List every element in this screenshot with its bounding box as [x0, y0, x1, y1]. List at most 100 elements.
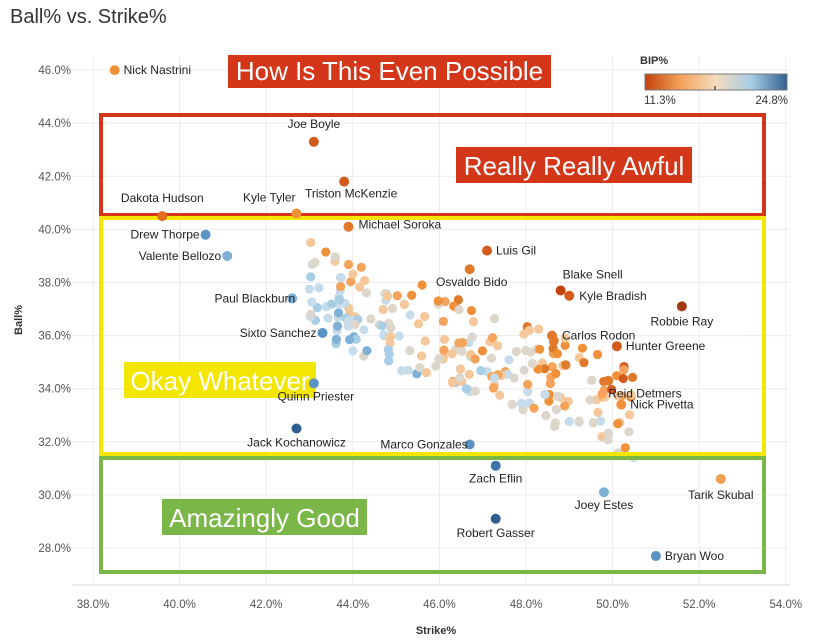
point-label: Quinn Priester	[277, 389, 354, 403]
labeled-point	[564, 290, 575, 301]
scatter-point	[461, 384, 471, 394]
point-label: Nick Pivetta	[630, 398, 694, 412]
labeled-point	[555, 285, 566, 296]
scatter-point	[618, 373, 628, 384]
y-tick-label: 42.0%	[38, 171, 71, 183]
scatter-point	[387, 303, 398, 313]
scatter-point	[323, 313, 333, 323]
scatter-point	[476, 366, 486, 376]
scatter-point	[577, 343, 587, 353]
scatter-point	[544, 396, 554, 406]
scatter-point	[607, 384, 617, 395]
scatter-point	[588, 418, 598, 428]
scatter-point	[377, 321, 387, 331]
scatter-point	[407, 290, 417, 300]
labeled-point	[339, 176, 350, 187]
scatter-point	[306, 272, 316, 282]
labeled-points: Nick Nastrini Joe Boyle Triston McKenzie Da…	[109, 63, 754, 563]
scatter-point	[356, 262, 366, 272]
scatter-point	[403, 365, 413, 375]
labeled-point	[482, 245, 493, 256]
labeled-point	[200, 229, 211, 240]
scatter-point	[466, 305, 477, 316]
scatter-point	[314, 283, 324, 293]
scatter-point	[457, 338, 468, 348]
scatter-point	[489, 373, 500, 383]
scatter-point	[579, 358, 589, 368]
legend-min-label: 11.3%	[644, 95, 676, 107]
legend-gradient-bar	[644, 73, 788, 91]
point-label: Bryan Woo	[665, 549, 724, 563]
scatter-point	[529, 403, 539, 413]
scatter-point	[516, 398, 527, 408]
labeled-point	[490, 460, 501, 471]
scatter-point	[392, 291, 402, 301]
scatter-point	[431, 361, 441, 371]
labeled-point	[222, 250, 233, 261]
scatter-point	[447, 349, 457, 359]
y-tick-label: 30.0%	[38, 490, 71, 502]
scatter-point	[585, 395, 595, 405]
scatter-point	[405, 345, 415, 356]
x-tick-label: 44.0%	[336, 599, 369, 611]
labeled-point	[616, 399, 627, 410]
scatter-point	[488, 383, 499, 393]
scatter-point	[336, 281, 346, 292]
scatter-point	[467, 332, 477, 342]
scatter-point	[620, 443, 630, 453]
labeled-point	[308, 378, 319, 389]
y-tick-label: 44.0%	[38, 118, 71, 130]
scatter-point	[405, 310, 415, 320]
scatter-point	[331, 334, 342, 344]
point-label: Robert Gasser	[457, 526, 535, 540]
zone-boxes: How Is This Even Possible Really Really A…	[99, 55, 766, 574]
point-label: Marco Gonzales	[380, 437, 467, 451]
scatter-point	[433, 296, 443, 306]
scatter-point	[560, 340, 570, 350]
labeled-point	[598, 487, 609, 498]
point-label: Paul Blackburn	[214, 291, 295, 305]
scatter-point	[327, 299, 337, 309]
zone-label: Really Really Awful	[464, 151, 685, 181]
scatter-point	[564, 416, 574, 427]
scatter-point	[552, 349, 563, 359]
scatter-point	[310, 257, 320, 268]
y-tick-label: 28.0%	[38, 543, 71, 555]
scatter-point	[350, 319, 360, 330]
y-tick-label: 36.0%	[38, 331, 71, 343]
point-label: Tarik Skubal	[688, 488, 753, 502]
axis-ticks: 38.0% 40.0% 42.0% 44.0% 46.0% 48.0% 50.0% 52.0%…	[38, 65, 802, 611]
point-label: Robbie Ray	[651, 314, 714, 328]
scatter-point	[492, 341, 503, 351]
scatter-point	[439, 334, 450, 344]
scatter-point	[595, 416, 606, 426]
scatter-point	[549, 421, 560, 431]
scatter-point	[521, 345, 531, 356]
scatter-point	[603, 428, 614, 438]
point-label: Kyle Bradish	[579, 289, 646, 303]
scatter-point	[560, 333, 570, 343]
x-tick-label: 50.0%	[596, 599, 629, 611]
scatter-point	[378, 304, 388, 315]
zone-label-bg	[456, 147, 692, 183]
scatter-point	[345, 335, 355, 345]
point-label: Blake Snell	[563, 267, 623, 281]
scatter-point	[561, 360, 571, 370]
scatter-point	[574, 416, 584, 426]
scatter-point	[603, 435, 613, 445]
point-label: Hunter Greene	[626, 339, 706, 353]
y-axis-title: Ball%	[13, 305, 25, 335]
scatter-point	[533, 364, 543, 374]
unlabeled-point-cloud	[304, 237, 639, 463]
labeled-point	[464, 264, 475, 275]
labeled-point	[464, 439, 475, 450]
scatter-point	[454, 305, 464, 315]
point-label: Nick Nastrini	[124, 63, 191, 77]
labeled-point	[291, 208, 302, 219]
scatter-point	[343, 259, 354, 270]
scatter-point	[413, 319, 424, 329]
scatter-point	[511, 347, 521, 357]
scatter-point	[348, 346, 358, 356]
labeled-point	[317, 327, 328, 338]
labeled-point	[157, 211, 168, 222]
